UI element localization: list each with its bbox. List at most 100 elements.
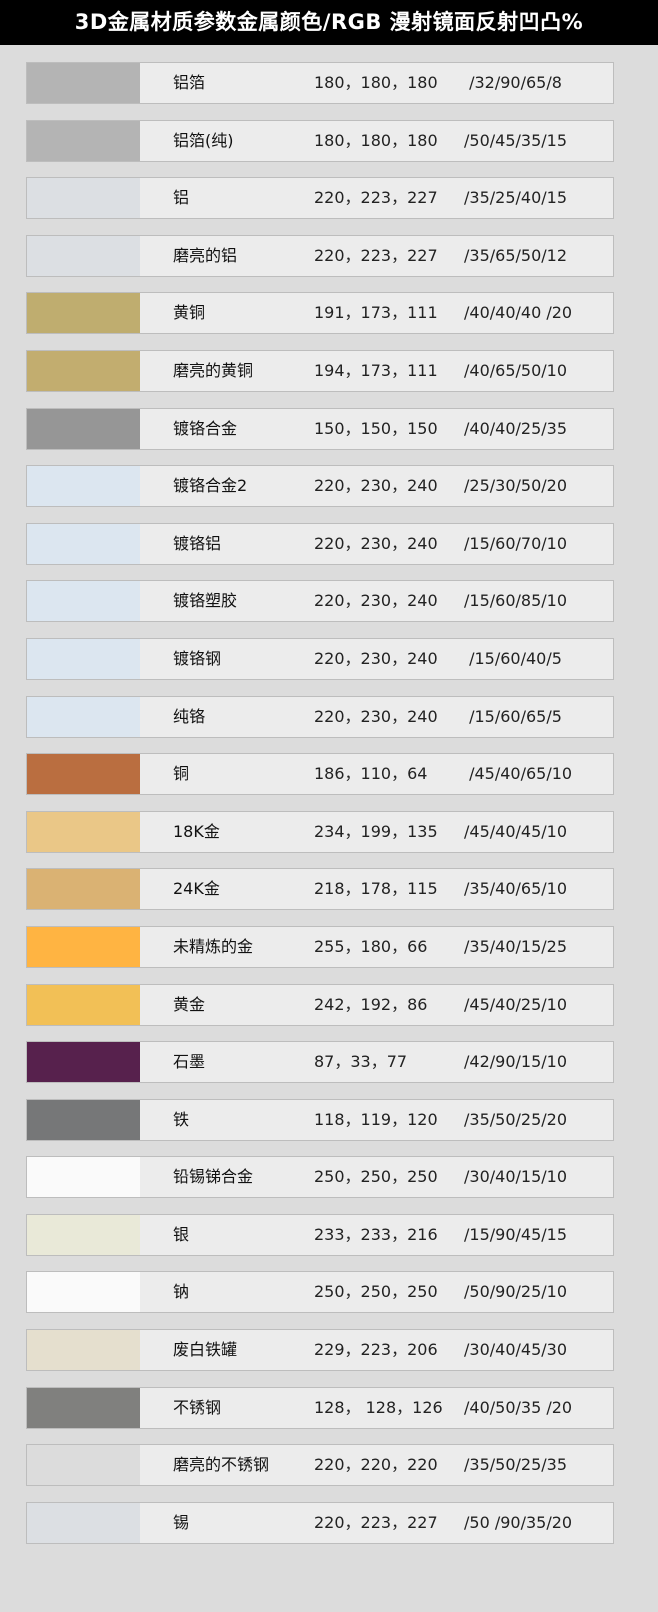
table-row: 镀铬合金 150，150，150/40/40/25/35 bbox=[26, 407, 614, 450]
material-name: 18K金 bbox=[173, 821, 220, 841]
table-row: 镀铬钢 220，230，240 /15/60/40/5 bbox=[26, 637, 614, 680]
color-swatch bbox=[27, 1157, 140, 1198]
material-params: /35/25/40/15 bbox=[464, 188, 567, 208]
table-row: 铝箔(纯) 180，180，180/50/45/35/15 bbox=[26, 119, 614, 162]
material-params: /50 /90/35/20 bbox=[464, 1512, 573, 1532]
rgb-value: 250，250，250 bbox=[314, 1167, 438, 1187]
material-name: 铅锡锑合金 bbox=[173, 1167, 254, 1187]
rgb-value: 233，233，216 bbox=[314, 1224, 438, 1244]
table-row: 18K金 234，199，135/45/40/45/10 bbox=[26, 810, 614, 853]
table-row: 黄铜 191，173，111/40/40/40 /20 bbox=[26, 292, 614, 335]
table-row: 石墨 87，33，77/42/90/15/10 bbox=[26, 1041, 614, 1084]
color-swatch bbox=[27, 984, 140, 1025]
rgb-value: 118，119，120 bbox=[314, 1109, 438, 1129]
material-name: 纯铬 bbox=[173, 706, 206, 726]
rgb-value: 128， 128，126 bbox=[314, 1397, 443, 1417]
material-params: /35/40/15/25 bbox=[464, 936, 567, 956]
table-row: 黄金 242，192，86/45/40/25/10 bbox=[26, 983, 614, 1026]
table-row: 磨亮的不锈钢 220，220，220/35/50/25/35 bbox=[26, 1444, 614, 1487]
rgb-value: 220，223，227 bbox=[314, 245, 438, 265]
color-swatch bbox=[27, 1272, 140, 1313]
material-params: /15/60/40/5 bbox=[464, 648, 562, 668]
color-swatch bbox=[27, 754, 140, 795]
color-swatch bbox=[27, 811, 140, 852]
table-row: 镀铬塑胶 220，230，240/15/60/85/10 bbox=[26, 580, 614, 623]
color-swatch bbox=[27, 696, 140, 737]
material-params: /45/40/25/10 bbox=[464, 994, 567, 1014]
material-params: /40/65/50/10 bbox=[464, 360, 567, 380]
material-name: 钠 bbox=[173, 1282, 190, 1302]
color-swatch bbox=[27, 926, 140, 967]
material-name: 24K金 bbox=[173, 879, 220, 899]
material-params: /40/50/35 /20 bbox=[464, 1397, 573, 1417]
table-row: 磨亮的铝 220，223，227/35/65/50/12 bbox=[26, 234, 614, 277]
rgb-value: 220，223，227 bbox=[314, 1512, 438, 1532]
color-swatch bbox=[27, 1445, 140, 1486]
material-params: /35/50/25/20 bbox=[464, 1109, 567, 1129]
color-swatch bbox=[27, 63, 140, 103]
rgb-value: 218，178，115 bbox=[314, 879, 438, 899]
table-row: 钠 250，250，250/50/90/25/10 bbox=[26, 1271, 614, 1314]
table-row: 磨亮的黄铜 194，173，111/40/65/50/10 bbox=[26, 349, 614, 392]
material-name: 铝箔(纯) bbox=[173, 130, 234, 150]
table-row: 铝 220，223，227/35/25/40/15 bbox=[26, 177, 614, 220]
color-swatch bbox=[27, 120, 140, 161]
material-name: 镀铬钢 bbox=[173, 648, 222, 668]
table-row: 铝箔 180，180，180 /32/90/65/8 bbox=[26, 62, 614, 104]
material-params: /40/40/25/35 bbox=[464, 418, 567, 438]
material-name: 磨亮的黄铜 bbox=[173, 360, 254, 380]
table-row: 银 233，233，216/15/90/45/15 bbox=[26, 1213, 614, 1256]
rgb-value: 194，173，111 bbox=[314, 360, 438, 380]
material-name: 镀铬合金2 bbox=[173, 476, 248, 496]
material-params: /45/40/45/10 bbox=[464, 821, 567, 841]
rgb-value: 87，33，77 bbox=[314, 1052, 408, 1072]
color-swatch bbox=[27, 235, 140, 276]
material-name: 镀铬塑胶 bbox=[173, 591, 238, 611]
material-params: /30/40/45/30 bbox=[464, 1340, 567, 1360]
material-params: /25/30/50/20 bbox=[464, 476, 567, 496]
table-row: 锡 220，223，227/50 /90/35/20 bbox=[26, 1501, 614, 1544]
table-row: 镀铬合金2 220，230，240/25/30/50/20 bbox=[26, 465, 614, 508]
rgb-value: 180，180，180 bbox=[314, 130, 438, 150]
material-name: 锡 bbox=[173, 1512, 190, 1532]
rgb-value: 250，250，250 bbox=[314, 1282, 438, 1302]
material-params: /32/90/65/8 bbox=[464, 73, 562, 92]
material-name: 铝 bbox=[173, 188, 190, 208]
rgb-value: 180，180，180 bbox=[314, 73, 438, 92]
rgb-value: 220，230，240 bbox=[314, 706, 438, 726]
material-name: 磨亮的不锈钢 bbox=[173, 1455, 270, 1475]
material-params: /15/90/45/15 bbox=[464, 1224, 567, 1244]
material-params: /15/60/65/5 bbox=[464, 706, 562, 726]
rgb-value: 220，220，220 bbox=[314, 1455, 438, 1475]
table-row: 镀铬铝 220，230，240/15/60/70/10 bbox=[26, 522, 614, 565]
table-row: 铁 118，119，120/35/50/25/20 bbox=[26, 1098, 614, 1141]
table-row: 铅锡锑合金 250，250，250/30/40/15/10 bbox=[26, 1156, 614, 1199]
material-params: /15/60/85/10 bbox=[464, 591, 567, 611]
color-swatch bbox=[27, 523, 140, 564]
rgb-value: 234，199，135 bbox=[314, 821, 438, 841]
page-title: 3D金属材质参数金属颜色/RGB 漫射镜面反射凹凸% bbox=[0, 0, 658, 45]
material-name: 铁 bbox=[173, 1109, 190, 1129]
color-swatch bbox=[27, 408, 140, 449]
rgb-value: 220，223，227 bbox=[314, 188, 438, 208]
material-name: 磨亮的铝 bbox=[173, 245, 238, 265]
material-params: /50/90/25/10 bbox=[464, 1282, 567, 1302]
table-row: 纯铬 220，230，240 /15/60/65/5 bbox=[26, 695, 614, 738]
color-swatch bbox=[27, 1387, 140, 1428]
material-name: 未精炼的金 bbox=[173, 936, 254, 956]
material-name: 铝箔 bbox=[173, 73, 206, 92]
table-row: 24K金 218，178，115/35/40/65/10 bbox=[26, 868, 614, 911]
color-swatch bbox=[27, 1330, 140, 1371]
color-swatch bbox=[27, 1099, 140, 1140]
material-name: 不锈钢 bbox=[173, 1397, 222, 1417]
color-swatch bbox=[27, 581, 140, 622]
rgb-value: 220，230，240 bbox=[314, 648, 438, 668]
material-params: /35/40/65/10 bbox=[464, 879, 567, 899]
color-swatch bbox=[27, 1502, 140, 1543]
color-swatch bbox=[27, 869, 140, 910]
rgb-value: 186，110，64 bbox=[314, 764, 428, 784]
table-row: 废白铁罐 229，223，206/30/40/45/30 bbox=[26, 1329, 614, 1372]
color-swatch bbox=[27, 1214, 140, 1255]
color-swatch bbox=[27, 1042, 140, 1083]
rgb-value: 220，230，240 bbox=[314, 476, 438, 496]
